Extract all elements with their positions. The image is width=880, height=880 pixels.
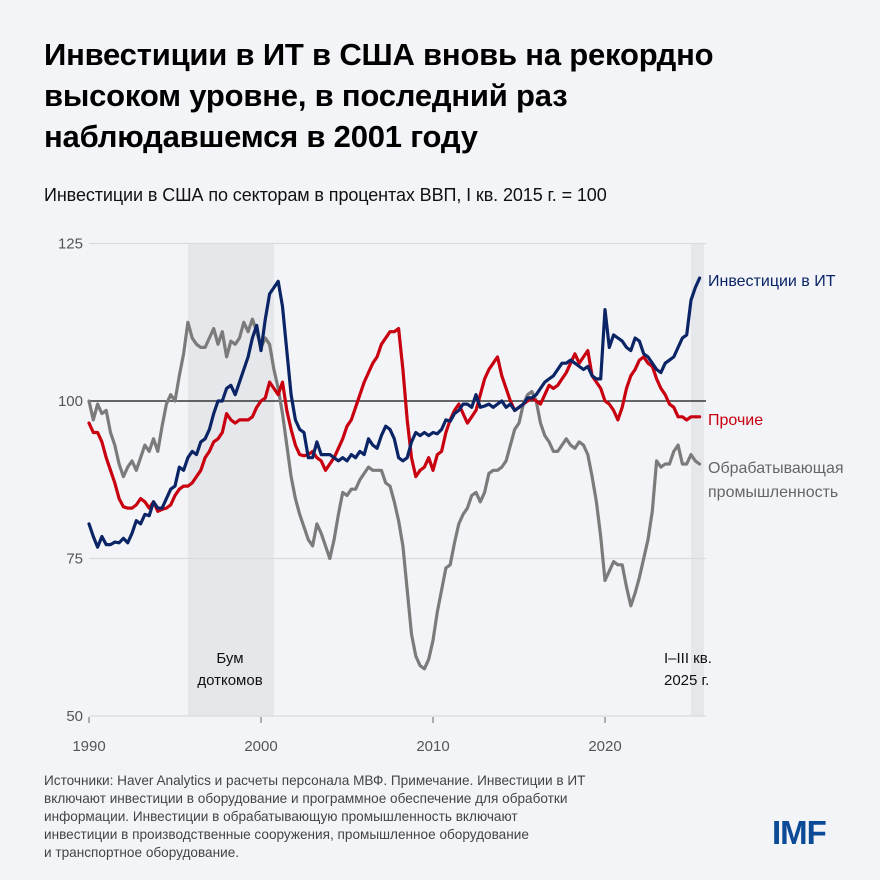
dotcom-label-line-1: Бум xyxy=(216,650,243,667)
series-lines xyxy=(87,276,702,671)
gridlines xyxy=(89,242,706,717)
x-tick-label-2020: 2020 xyxy=(588,738,621,755)
series-line-2 xyxy=(87,317,702,671)
footnote-line-4: инвестиции в производственные сооружения… xyxy=(44,827,529,842)
footnote-line-3: информации. Инвестиции в обрабатывающую … xyxy=(44,809,518,824)
shaded-regions xyxy=(187,243,704,716)
legend-manufacturing-line-2: промышленность xyxy=(708,484,838,501)
latest-label-line-2: 2025 г. xyxy=(664,672,709,689)
y-axis: 50 75 100 125 xyxy=(58,236,83,726)
y-tick-label-50: 50 xyxy=(66,708,83,725)
y-tick-label-100: 100 xyxy=(58,393,83,410)
dotcom-label-line-2: доткомов xyxy=(197,672,262,689)
title-line-1: Инвестиции в ИТ в США вновь на рекордно xyxy=(44,37,714,72)
footnote-line-2: включают инвестиции в оборудование и про… xyxy=(44,791,568,806)
chart-title: Инвестиции в ИТ в США вновь на рекордно … xyxy=(44,34,844,157)
shaded-region-1 xyxy=(691,243,704,716)
x-axis: 1990 2000 2010 2020 xyxy=(72,717,622,755)
x-tick-label-2010: 2010 xyxy=(416,738,449,755)
y-tick-label-125: 125 xyxy=(58,236,83,253)
x-tick-label-2000: 2000 xyxy=(244,738,277,755)
latest-label-line-1: I–III кв. xyxy=(664,650,712,667)
footnote-line-1: Источники: Haver Analytics и расчеты пер… xyxy=(44,773,586,788)
series-line-1 xyxy=(87,327,702,513)
chart-subtitle: Инвестиции в США по секторам в процентах… xyxy=(44,185,607,205)
y-tick-label-75: 75 xyxy=(66,551,83,568)
footnote-line-5: и транспортное оборудование. xyxy=(44,845,240,860)
legend-other: Прочие xyxy=(708,412,763,429)
shaded-region-0 xyxy=(187,243,274,716)
footnote: Источники: Haver Analytics и расчеты пер… xyxy=(44,772,744,862)
title-line-2: высоком уровне, в последний раз xyxy=(44,78,568,113)
title-line-3: наблюдавшемся в 2001 году xyxy=(44,119,478,154)
legend-it: Инвестиции в ИТ xyxy=(708,273,836,290)
imf-logo: IMF xyxy=(772,814,827,851)
series-line-0 xyxy=(87,276,702,549)
legend-manufacturing-line-1: Обрабатывающая xyxy=(708,460,844,477)
x-tick-label-1990: 1990 xyxy=(72,738,105,755)
